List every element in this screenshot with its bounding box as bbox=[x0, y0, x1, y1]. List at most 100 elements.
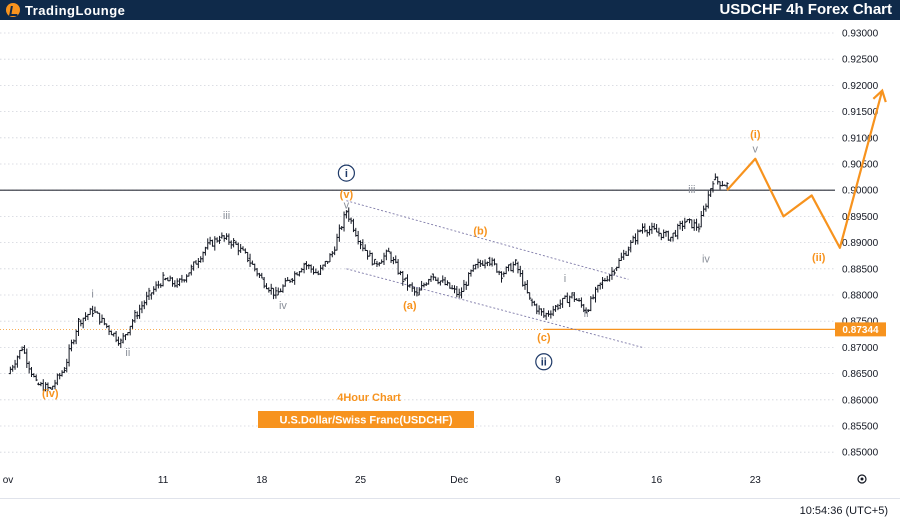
candle bbox=[13, 359, 17, 370]
candle bbox=[396, 259, 400, 275]
candle bbox=[462, 279, 466, 293]
wave-label: iv bbox=[279, 300, 287, 312]
wave-label: (b) bbox=[473, 226, 487, 238]
candle bbox=[598, 282, 602, 290]
settings-icon[interactable] bbox=[857, 474, 867, 484]
candle bbox=[340, 225, 344, 231]
wave-label: (v) bbox=[340, 189, 354, 201]
candle bbox=[79, 319, 83, 327]
y-axis: 0.93000 0.92500 0.92000 0.91500 0.91000 0.905… bbox=[842, 29, 879, 459]
candle bbox=[518, 265, 522, 277]
candle bbox=[565, 292, 569, 304]
candle bbox=[8, 366, 12, 375]
candle bbox=[152, 286, 156, 295]
y-tick-label: 0.86500 bbox=[842, 369, 879, 380]
svg-text:(a): (a) bbox=[403, 300, 417, 312]
candle bbox=[441, 275, 445, 283]
pair-label-box bbox=[258, 411, 474, 428]
candle bbox=[551, 305, 555, 317]
candle bbox=[319, 264, 323, 275]
candle bbox=[579, 297, 583, 308]
candle bbox=[511, 261, 515, 273]
candle bbox=[48, 386, 52, 390]
candle bbox=[676, 223, 680, 240]
candle bbox=[201, 251, 205, 263]
current-price-tag bbox=[835, 322, 886, 337]
candle bbox=[596, 284, 600, 293]
header-bar: TradingLounge USDCHF 4h Forex Chart bbox=[0, 0, 900, 20]
candle bbox=[175, 278, 179, 288]
candle bbox=[391, 256, 395, 265]
candle bbox=[699, 210, 703, 228]
wave-label: (a) bbox=[403, 300, 417, 312]
candle bbox=[34, 374, 38, 382]
y-tick-label: 0.93000 bbox=[842, 29, 879, 40]
candles bbox=[8, 173, 729, 392]
candle bbox=[662, 229, 666, 239]
candle bbox=[406, 274, 409, 291]
candle bbox=[133, 310, 137, 323]
candle bbox=[678, 220, 682, 230]
candle bbox=[255, 267, 259, 277]
svg-text:i: i bbox=[564, 273, 566, 285]
y-tick-label: 0.91000 bbox=[842, 133, 879, 144]
candle bbox=[81, 317, 85, 329]
candle bbox=[267, 287, 271, 293]
candle bbox=[312, 266, 315, 275]
price-chart[interactable]: 0.93000 0.92500 0.92000 0.91500 0.91000 0.905… bbox=[0, 20, 900, 498]
candle bbox=[537, 305, 541, 315]
wave-label: ii bbox=[125, 347, 130, 359]
candle bbox=[344, 210, 348, 219]
candle bbox=[655, 224, 659, 233]
candle bbox=[622, 249, 626, 260]
candle bbox=[359, 240, 362, 250]
projection-path bbox=[726, 88, 887, 249]
svg-text:i: i bbox=[91, 289, 93, 301]
candle bbox=[124, 334, 127, 341]
y-tick-label: 0.92000 bbox=[842, 81, 879, 92]
candle bbox=[140, 301, 144, 314]
candle bbox=[171, 277, 174, 287]
candle bbox=[11, 364, 15, 372]
candle bbox=[69, 339, 73, 352]
wave-label: (c) bbox=[537, 332, 551, 344]
logo-icon bbox=[6, 3, 20, 17]
candle bbox=[370, 252, 374, 266]
candle bbox=[410, 282, 414, 292]
candle bbox=[330, 251, 334, 258]
candle bbox=[98, 312, 102, 325]
candle bbox=[373, 258, 377, 265]
svg-text:iii: iii bbox=[688, 184, 695, 196]
svg-text:(v): (v) bbox=[340, 189, 354, 201]
wave-label: (i) bbox=[750, 129, 761, 141]
candle bbox=[145, 291, 149, 306]
trend-channel bbox=[346, 200, 643, 348]
y-tick-label: 0.89000 bbox=[842, 238, 879, 249]
candle bbox=[413, 286, 417, 296]
candle bbox=[577, 298, 581, 302]
candle bbox=[366, 249, 370, 260]
candle bbox=[570, 292, 574, 299]
svg-text:iv: iv bbox=[279, 300, 287, 312]
candle bbox=[669, 236, 673, 242]
candle bbox=[199, 256, 203, 263]
candle bbox=[525, 280, 529, 294]
candle bbox=[27, 361, 31, 374]
wave-label: i bbox=[564, 273, 566, 285]
candle bbox=[507, 264, 511, 272]
candle bbox=[612, 269, 616, 276]
wave-label: iii bbox=[223, 210, 230, 222]
candle bbox=[429, 275, 433, 282]
y-tick-label: 0.91500 bbox=[842, 107, 879, 118]
wave-label: ii bbox=[535, 353, 553, 371]
candle bbox=[401, 270, 405, 286]
candle bbox=[704, 203, 708, 212]
candle bbox=[626, 246, 630, 256]
y-tick-label: 0.88500 bbox=[842, 264, 879, 275]
candle bbox=[302, 262, 306, 274]
x-tick-label: Dec bbox=[450, 475, 468, 486]
candle bbox=[683, 217, 687, 230]
candle bbox=[617, 258, 621, 269]
candle bbox=[697, 223, 701, 233]
candle bbox=[142, 300, 146, 310]
